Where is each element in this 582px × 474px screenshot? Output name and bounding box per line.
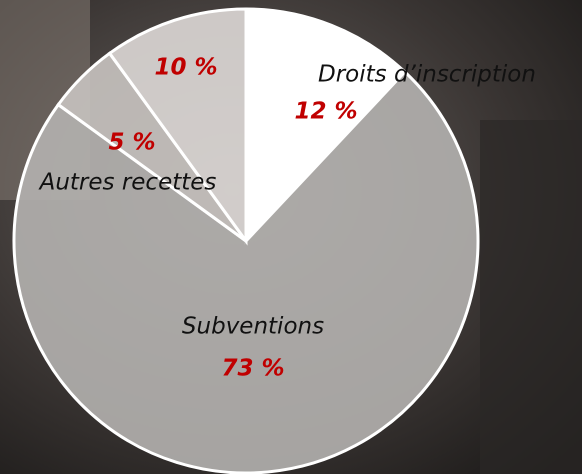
value-label: 73 % — [221, 356, 284, 382]
chart: Droits d’inscription 12 % Subventions 73 % A… — [0, 0, 582, 474]
category-label: Subventions — [182, 314, 324, 340]
value-label: 12 % — [294, 99, 357, 125]
background-photo-detail — [480, 120, 582, 474]
category-label: Autres recettes — [38, 170, 217, 196]
value-label: 10 % — [154, 55, 217, 81]
category-label: Droits d’inscription — [318, 62, 536, 88]
value-label: 5 % — [108, 130, 155, 156]
page: Droits d’inscription 12 % Subventions 73 % A… — [0, 0, 582, 474]
